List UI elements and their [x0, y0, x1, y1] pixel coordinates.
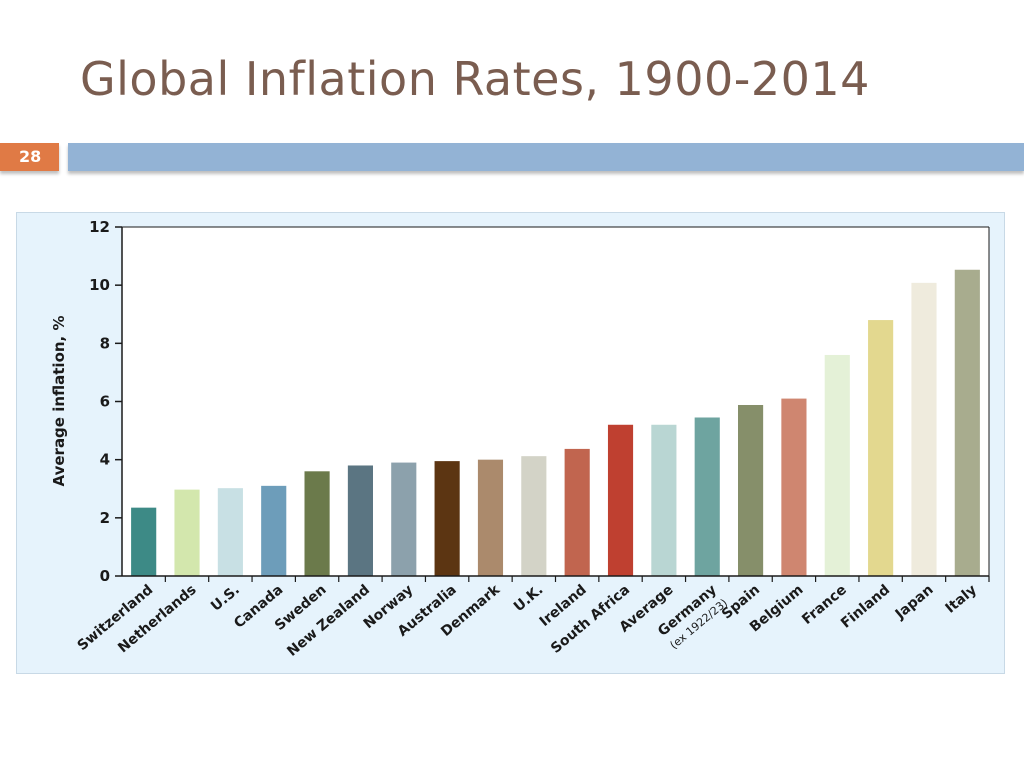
bar-netherlands — [174, 489, 200, 576]
y-axis-label: Average inflation, % — [50, 316, 68, 487]
bar-sweden — [304, 471, 330, 576]
bar-u-k — [521, 456, 547, 576]
bar-belgium — [781, 398, 807, 576]
bar-italy — [954, 269, 980, 576]
y-tick-label: 6 — [100, 393, 110, 411]
slide-number-badge: 28 — [0, 143, 59, 171]
x-tick-label: Netherlands — [115, 582, 199, 657]
x-tick-label: Japan — [892, 582, 937, 623]
bar-ireland — [564, 448, 590, 576]
bar-average — [651, 424, 677, 576]
bar-new-zealand — [347, 465, 373, 576]
y-tick-label: 0 — [100, 567, 110, 585]
bar-spain — [738, 404, 764, 576]
y-tick-label: 12 — [89, 218, 110, 236]
bar-japan — [911, 282, 937, 576]
chart-panel: 0 2 4 6 8 10 12 Switzerland Netherlands U.S. Cana… — [16, 212, 1005, 674]
y-tick-label: 10 — [89, 276, 110, 294]
slide-number: 28 — [19, 147, 42, 166]
y-axis: 0 2 4 6 8 10 12 — [89, 218, 122, 585]
bar-australia — [434, 461, 460, 576]
y-tick-label: 8 — [100, 334, 110, 352]
bar-canada — [261, 485, 287, 576]
bar-finland — [868, 320, 894, 576]
bar-switzerland — [131, 507, 157, 576]
bar-series — [131, 269, 980, 576]
bar-u-s — [217, 488, 243, 576]
plot-area — [122, 227, 989, 576]
bar-france — [824, 354, 850, 576]
bar-germany — [694, 417, 720, 576]
x-tick-label: U.K. — [511, 582, 546, 615]
x-tick-label: U.S. — [208, 582, 243, 615]
title-rule — [68, 143, 1024, 171]
y-tick-label: 4 — [100, 451, 110, 469]
x-tick-label: Finland — [838, 582, 893, 632]
x-tick-label: Italy — [943, 582, 980, 617]
y-tick-label: 2 — [100, 509, 110, 527]
bar-denmark — [477, 459, 504, 576]
slide-title: Global Inflation Rates, 1900-2014 — [80, 52, 870, 106]
bar-norway — [391, 462, 417, 576]
bar-south-africa — [607, 424, 634, 576]
